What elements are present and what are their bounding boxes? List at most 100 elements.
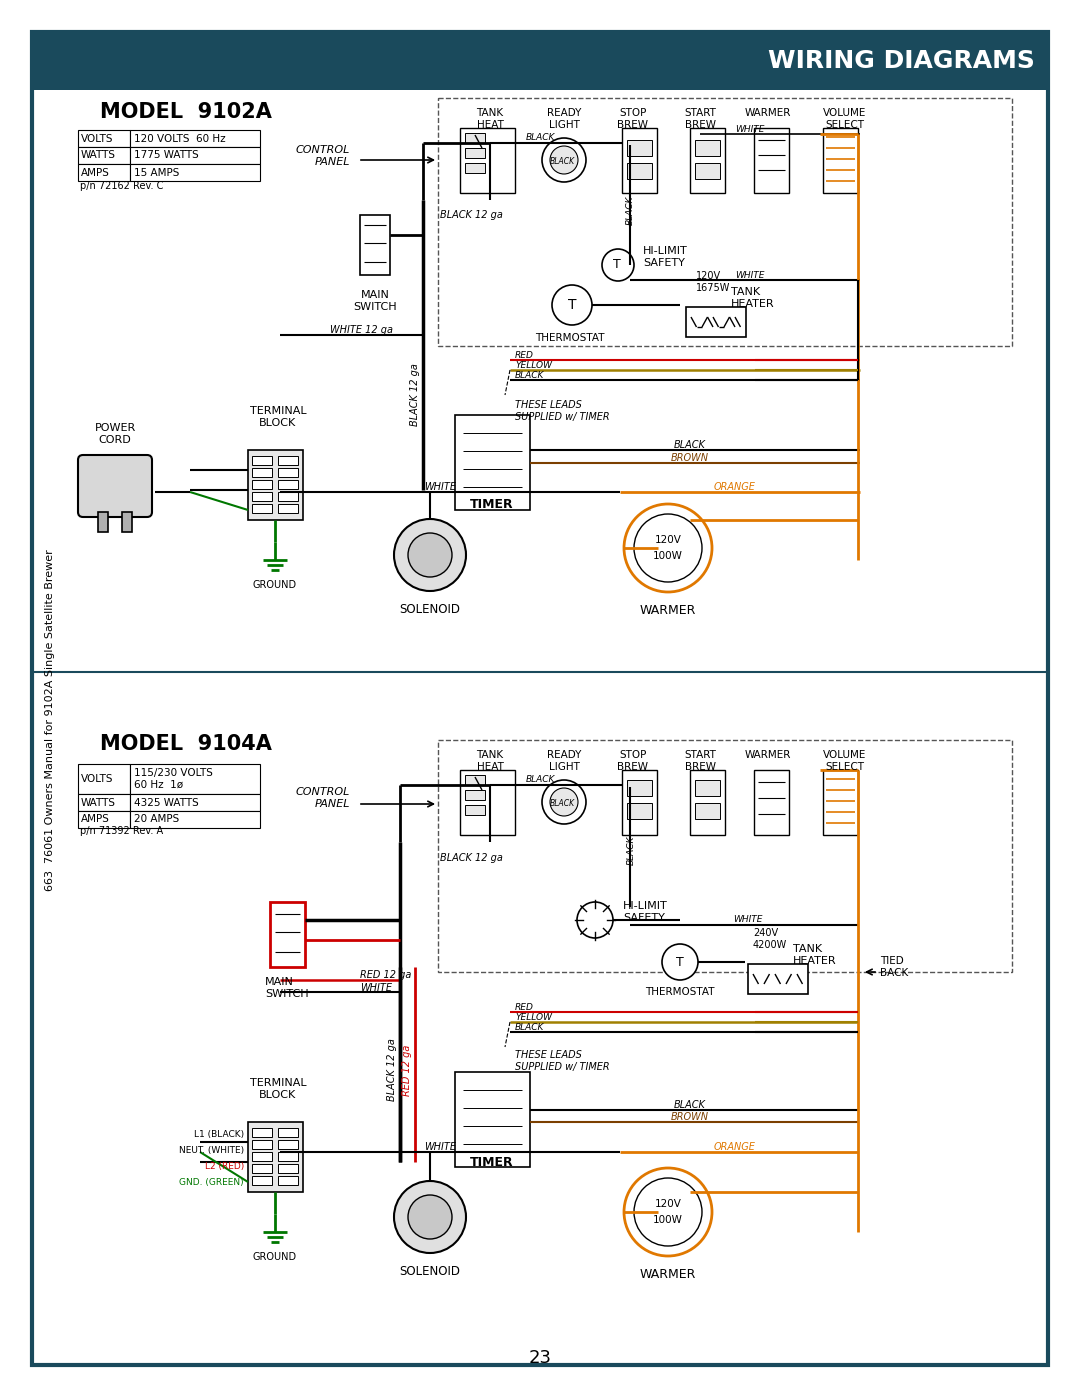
Circle shape — [602, 249, 634, 281]
Text: WIRING DIAGRAMS: WIRING DIAGRAMS — [768, 49, 1035, 73]
Bar — [696, 163, 720, 179]
Text: 100W: 100W — [653, 1215, 683, 1225]
Text: 4325 WATTS: 4325 WATTS — [134, 798, 199, 807]
Bar — [465, 148, 485, 158]
Text: T: T — [613, 258, 621, 271]
Circle shape — [624, 504, 712, 592]
Bar — [278, 1153, 298, 1161]
Text: TIED
BACK: TIED BACK — [880, 956, 908, 978]
Text: WHITE: WHITE — [735, 271, 765, 279]
Text: 100W: 100W — [653, 550, 683, 562]
Text: READY
LIGHT: READY LIGHT — [546, 750, 581, 771]
Text: TERMINAL
BLOCK: TERMINAL BLOCK — [249, 1078, 307, 1099]
Text: SOLENOID: SOLENOID — [400, 604, 460, 616]
Text: BLACK: BLACK — [515, 370, 544, 380]
Text: THESE LEADS
SUPPLIED w/ TIMER: THESE LEADS SUPPLIED w/ TIMER — [515, 400, 609, 422]
Text: HI-LIMIT
SAFETY: HI-LIMIT SAFETY — [623, 901, 667, 923]
Text: 20 AMPS: 20 AMPS — [134, 814, 179, 824]
Text: READY
LIGHT: READY LIGHT — [546, 108, 581, 130]
Bar — [823, 129, 858, 193]
Text: L2 (RED): L2 (RED) — [205, 1161, 244, 1171]
Text: BLACK: BLACK — [515, 1023, 544, 1031]
Text: VOLUME
SELECT: VOLUME SELECT — [823, 108, 866, 130]
Text: L1 (BLACK): L1 (BLACK) — [194, 1130, 244, 1139]
Circle shape — [550, 147, 578, 175]
Bar — [690, 770, 725, 835]
Circle shape — [542, 138, 586, 182]
Circle shape — [662, 944, 698, 981]
Text: START
BREW: START BREW — [684, 750, 716, 771]
Text: TANK
HEATER: TANK HEATER — [793, 944, 837, 965]
Text: RED: RED — [515, 351, 534, 359]
Bar — [278, 492, 298, 502]
Bar — [438, 740, 1012, 972]
Circle shape — [550, 788, 578, 816]
Bar — [248, 450, 303, 520]
Text: RED: RED — [515, 1003, 534, 1011]
Text: MAIN
SWITCH: MAIN SWITCH — [265, 977, 309, 999]
Text: YELLOW: YELLOW — [515, 360, 552, 369]
Text: 120V: 120V — [654, 535, 681, 545]
Text: MAIN
SWITCH: MAIN SWITCH — [353, 291, 396, 312]
Text: BLACK: BLACK — [525, 134, 555, 142]
Bar — [78, 147, 130, 163]
Text: BROWN: BROWN — [671, 1112, 708, 1122]
Bar — [627, 163, 652, 179]
Bar — [686, 307, 746, 337]
Circle shape — [634, 514, 702, 583]
Bar — [360, 215, 390, 275]
Text: WHITE: WHITE — [735, 124, 765, 134]
Bar — [696, 140, 720, 156]
Bar — [130, 793, 260, 812]
Bar — [252, 1164, 272, 1173]
Bar — [130, 147, 260, 163]
Bar — [78, 764, 130, 793]
Text: HI-LIMIT
SAFETY: HI-LIMIT SAFETY — [643, 246, 688, 268]
Text: GROUND: GROUND — [253, 580, 297, 590]
Circle shape — [394, 1180, 465, 1253]
Text: VOLTS: VOLTS — [81, 134, 113, 144]
Text: BLACK 12 ga: BLACK 12 ga — [410, 363, 420, 426]
Text: WARMER: WARMER — [639, 604, 697, 617]
Text: START
BREW: START BREW — [684, 108, 716, 130]
Bar — [438, 98, 1012, 346]
Bar — [696, 803, 720, 819]
Text: 663  76061 Owners Manual for 9102A Single Satellite Brewer: 663 76061 Owners Manual for 9102A Single… — [45, 549, 55, 891]
Text: BLACK 12 ga: BLACK 12 ga — [440, 210, 503, 219]
Text: BROWN: BROWN — [671, 453, 708, 462]
Bar — [460, 129, 515, 193]
Bar — [248, 1122, 303, 1192]
Text: T: T — [676, 956, 684, 968]
Text: p/n 71392 Rev. A: p/n 71392 Rev. A — [80, 826, 163, 835]
Bar — [460, 770, 515, 835]
Text: 120V: 120V — [654, 1199, 681, 1208]
Bar — [78, 163, 130, 182]
Text: TANK
HEAT: TANK HEAT — [476, 108, 503, 130]
Bar — [465, 789, 485, 800]
Text: MODEL  9102A: MODEL 9102A — [100, 102, 272, 122]
Bar — [278, 504, 298, 513]
Text: 120 VOLTS  60 Hz: 120 VOLTS 60 Hz — [134, 134, 226, 144]
Text: RED 12 ga: RED 12 ga — [360, 970, 411, 981]
Text: NEUT. (WHITE): NEUT. (WHITE) — [179, 1146, 244, 1154]
Bar — [122, 511, 132, 532]
Text: ORANGE: ORANGE — [714, 1141, 756, 1153]
Text: BLACK: BLACK — [674, 1099, 706, 1111]
Bar — [465, 775, 485, 785]
Bar — [627, 803, 652, 819]
Bar — [270, 902, 305, 967]
Bar — [690, 129, 725, 193]
Bar — [278, 1176, 298, 1185]
Bar — [252, 1127, 272, 1137]
Text: 115/230 VOLTS
60 Hz  1ø: 115/230 VOLTS 60 Hz 1ø — [134, 768, 213, 789]
Text: 15 AMPS: 15 AMPS — [134, 168, 179, 177]
Text: CONTROL
PANEL: CONTROL PANEL — [296, 145, 350, 166]
Text: WATTS: WATTS — [81, 151, 116, 161]
Bar — [278, 1140, 298, 1148]
Text: WHITE: WHITE — [424, 482, 456, 492]
Bar — [98, 511, 108, 532]
Text: TERMINAL
BLOCK: TERMINAL BLOCK — [249, 407, 307, 427]
Bar — [130, 812, 260, 828]
Text: WHITE: WHITE — [360, 983, 392, 993]
Bar — [78, 793, 130, 812]
